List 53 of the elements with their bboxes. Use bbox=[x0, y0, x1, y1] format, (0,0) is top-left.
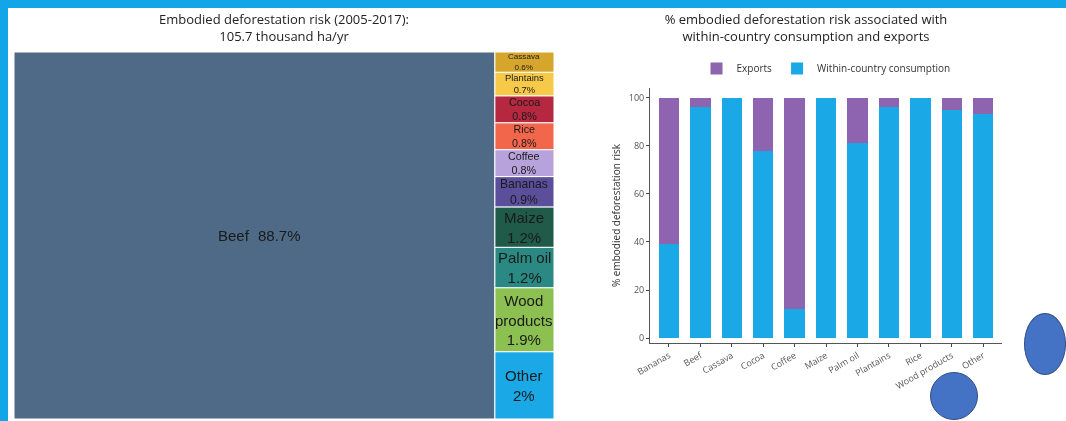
data-label: 1.9% bbox=[506, 331, 541, 348]
bar bbox=[941, 97, 962, 110]
category-label: Coffee bbox=[508, 150, 540, 162]
data-label: 1.2% bbox=[506, 228, 542, 246]
category-label: Palm oil bbox=[498, 249, 552, 266]
text: Embodied deforestation risk (2005-2017): 105.7 thousand ha/yr bbox=[159, 9, 409, 45]
data-label: 0.8% bbox=[512, 110, 538, 123]
y-axis-title: % embodied deforestation risk bbox=[609, 143, 623, 288]
category-label: Bananas bbox=[500, 177, 548, 191]
category-label: Cassava bbox=[508, 52, 540, 61]
y-tick-label: 40 bbox=[633, 235, 645, 249]
legend-label: Within-country consumption bbox=[817, 61, 951, 76]
bar bbox=[784, 97, 805, 310]
category-label: Cocoa bbox=[509, 96, 541, 108]
bar bbox=[878, 97, 900, 108]
category-label: Beef bbox=[218, 227, 250, 244]
data-label: 88.7% bbox=[258, 227, 301, 244]
y-tick-label: 0 bbox=[639, 331, 645, 345]
data-label: 0.8% bbox=[512, 137, 537, 150]
bar bbox=[815, 97, 837, 339]
bar bbox=[690, 107, 711, 339]
bar bbox=[910, 97, 931, 339]
data-label: 0.9% bbox=[510, 192, 538, 207]
bar bbox=[658, 97, 680, 245]
legend-label: Exports bbox=[736, 61, 773, 76]
bar bbox=[972, 97, 994, 115]
bar bbox=[878, 107, 900, 339]
bar bbox=[972, 114, 994, 339]
x-tick-label: Rice bbox=[902, 348, 925, 369]
chart-title: % embodied deforestation risk associated with within-country consumption and exports bbox=[664, 9, 948, 45]
bar bbox=[752, 150, 774, 339]
data-label: 0.7% bbox=[513, 84, 536, 96]
data-label: 0.8% bbox=[511, 164, 537, 177]
data-label: 1.2% bbox=[507, 268, 542, 286]
category-label: Rice bbox=[513, 123, 536, 135]
bar bbox=[941, 109, 962, 339]
y-tick-label: 80 bbox=[633, 138, 645, 152]
bar bbox=[784, 309, 805, 339]
bar bbox=[847, 143, 868, 339]
y-tick-label: 100 bbox=[628, 90, 645, 104]
category-label: Wood products bbox=[495, 292, 553, 329]
y-tick-label: 20 bbox=[633, 283, 645, 297]
data-label: 2% bbox=[512, 386, 535, 404]
bar bbox=[690, 97, 711, 108]
bar bbox=[847, 97, 868, 144]
bar bbox=[658, 244, 680, 339]
bar bbox=[721, 97, 742, 339]
y-tick-label: 60 bbox=[633, 187, 645, 200]
category-label: Maize bbox=[504, 209, 545, 226]
data-label: 0.6% bbox=[514, 62, 533, 72]
x-tick-label: Cocoa bbox=[738, 348, 767, 373]
category-label: Plantains bbox=[505, 72, 544, 83]
bar bbox=[752, 97, 774, 151]
